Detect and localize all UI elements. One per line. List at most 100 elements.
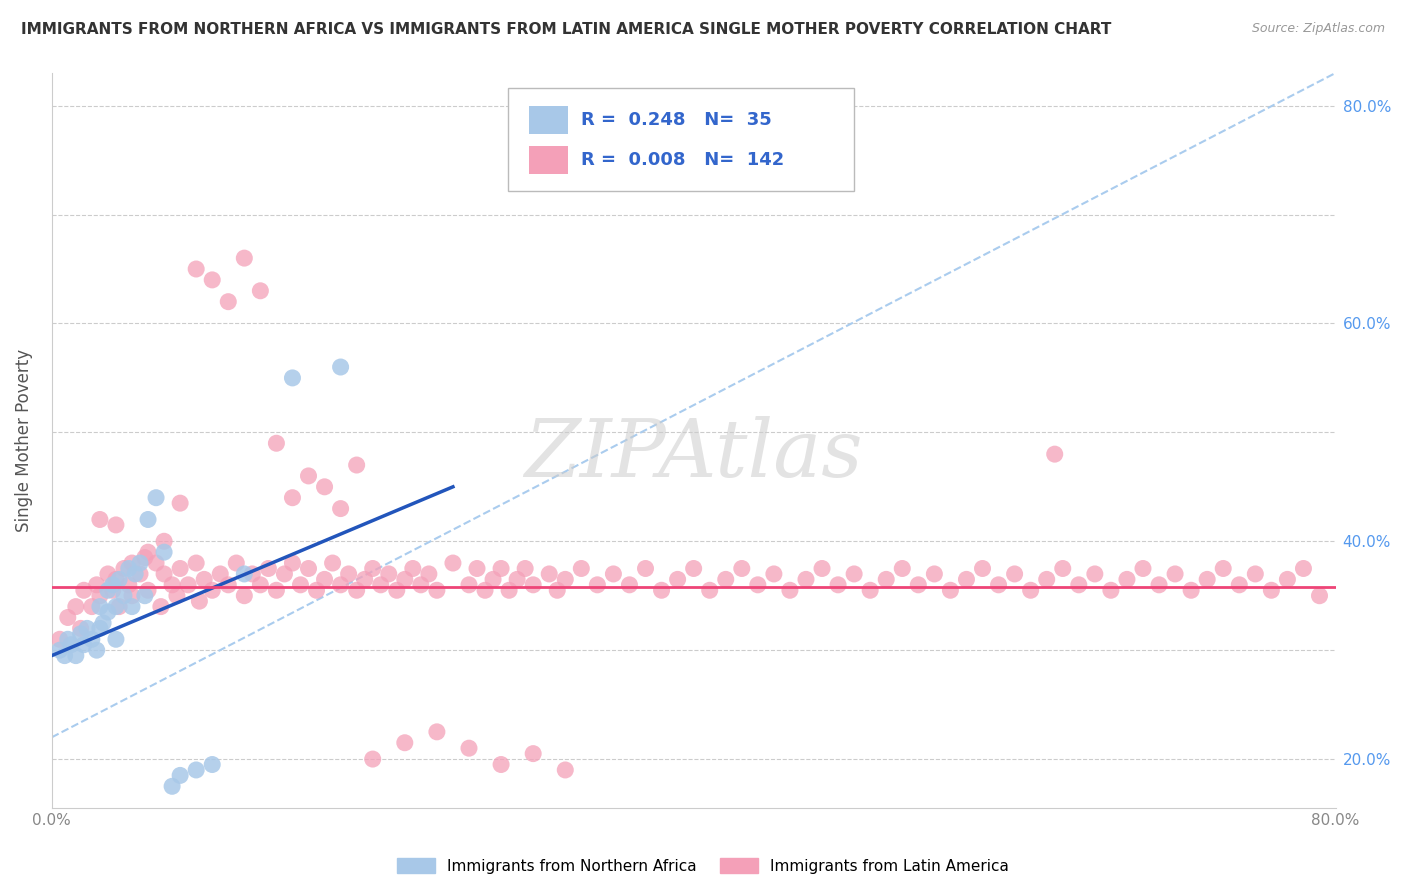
Point: [554, 763, 576, 777]
Point: [972, 561, 994, 575]
Legend: Immigrants from Northern Africa, Immigrants from Latin America: Immigrants from Northern Africa, Immigra…: [391, 852, 1015, 880]
Point: [522, 747, 544, 761]
Point: [522, 578, 544, 592]
Point: [73, 638, 96, 652]
Point: [186, 262, 208, 277]
Point: [1212, 561, 1234, 575]
Point: [186, 763, 208, 777]
Point: [482, 573, 505, 587]
Point: [169, 496, 191, 510]
Point: [240, 566, 263, 581]
Point: [314, 573, 336, 587]
Point: [134, 589, 156, 603]
Point: [209, 566, 232, 581]
Point: [546, 583, 568, 598]
Point: [458, 741, 481, 756]
Point: [134, 550, 156, 565]
Point: [86, 578, 108, 592]
Point: [569, 561, 592, 575]
Point: [1164, 566, 1187, 581]
Point: [281, 556, 304, 570]
Point: [297, 469, 319, 483]
Point: [554, 573, 576, 587]
Point: [129, 566, 152, 581]
Point: [859, 583, 882, 598]
Point: [731, 561, 754, 575]
Point: [290, 578, 312, 592]
Point: [955, 573, 977, 587]
Point: [1227, 578, 1250, 592]
Point: [409, 578, 432, 592]
Point: [65, 648, 87, 663]
Point: [89, 621, 111, 635]
Point: [699, 583, 721, 598]
Point: [169, 561, 191, 575]
Point: [136, 583, 159, 598]
Y-axis label: Single Mother Poverty: Single Mother Poverty: [15, 349, 32, 533]
Point: [108, 573, 131, 587]
Point: [153, 566, 176, 581]
Point: [89, 512, 111, 526]
Point: [104, 573, 127, 587]
Point: [217, 578, 239, 592]
Point: [714, 573, 737, 587]
Point: [346, 458, 368, 472]
FancyBboxPatch shape: [508, 87, 853, 191]
Point: [346, 583, 368, 598]
Text: Source: ZipAtlas.com: Source: ZipAtlas.com: [1251, 22, 1385, 36]
Point: [49, 632, 72, 647]
Point: [987, 578, 1010, 592]
Point: [91, 615, 114, 630]
Point: [101, 583, 124, 598]
Point: [426, 583, 449, 598]
Point: [1197, 573, 1219, 587]
Point: [811, 561, 834, 575]
FancyBboxPatch shape: [529, 106, 568, 134]
Point: [762, 566, 785, 581]
Point: [441, 556, 464, 570]
Point: [1084, 566, 1107, 581]
Point: [186, 556, 208, 570]
Point: [160, 780, 183, 794]
Point: [56, 610, 79, 624]
Point: [1019, 583, 1042, 598]
Point: [891, 561, 914, 575]
Text: R =  0.248   N=  35: R = 0.248 N= 35: [581, 111, 772, 129]
Point: [1035, 573, 1057, 587]
Point: [305, 583, 328, 598]
Point: [89, 599, 111, 614]
FancyBboxPatch shape: [529, 145, 568, 174]
Point: [458, 578, 481, 592]
Point: [69, 627, 91, 641]
Point: [56, 632, 79, 647]
Point: [297, 561, 319, 575]
Point: [112, 561, 135, 575]
Point: [201, 757, 224, 772]
Point: [104, 517, 127, 532]
Point: [233, 589, 256, 603]
Point: [827, 578, 849, 592]
Point: [136, 545, 159, 559]
Point: [619, 578, 641, 592]
Point: [118, 561, 141, 575]
Point: [73, 583, 96, 598]
Point: [153, 545, 176, 559]
Point: [121, 599, 143, 614]
Point: [281, 491, 304, 505]
Point: [337, 566, 360, 581]
Point: [249, 284, 271, 298]
Point: [498, 583, 520, 598]
Point: [97, 605, 120, 619]
Point: [402, 561, 425, 575]
Point: [506, 573, 529, 587]
Point: [924, 566, 946, 581]
Point: [370, 578, 392, 592]
Point: [1277, 573, 1299, 587]
Point: [86, 643, 108, 657]
Point: [875, 573, 897, 587]
Point: [586, 578, 609, 592]
Point: [329, 501, 352, 516]
Point: [651, 583, 673, 598]
Point: [118, 578, 141, 592]
Point: [153, 534, 176, 549]
